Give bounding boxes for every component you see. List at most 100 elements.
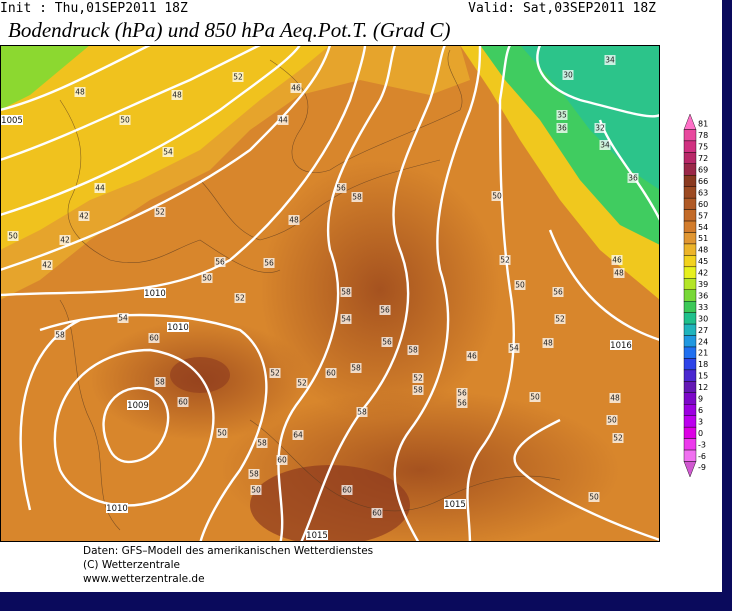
colorbar-cell xyxy=(683,461,697,478)
contour-label-bg xyxy=(508,343,520,353)
contour-label-bg xyxy=(371,508,383,518)
contour-label: 50 xyxy=(202,274,212,283)
contour-label-bg xyxy=(250,485,262,495)
colorbar-cell xyxy=(683,369,697,382)
contour-label-bg xyxy=(54,330,66,340)
colorbar-label: 78 xyxy=(698,131,708,140)
isobar-label-bg xyxy=(1,115,23,125)
map-title: Bodendruck (hPa) und 850 hPa Aeq.Pot.T. … xyxy=(8,18,451,42)
contour-label-bg xyxy=(556,123,568,133)
contour-label: 52 xyxy=(270,369,280,378)
contour-label-bg xyxy=(256,438,268,448)
contour-label: 46 xyxy=(467,352,477,361)
contour-label: 60 xyxy=(372,509,382,518)
colorbar-label: 60 xyxy=(698,200,708,209)
contour-label: 52 xyxy=(235,294,245,303)
colorbar-cell xyxy=(683,220,697,233)
contour-label-bg xyxy=(456,398,468,408)
contour-label: 36 xyxy=(628,174,638,183)
contour-label-bg xyxy=(74,87,86,97)
contour-label-bg xyxy=(627,173,639,183)
contour-label-bg xyxy=(350,363,362,373)
contour-label: 35 xyxy=(557,111,567,120)
isobar-label: 1009 xyxy=(127,401,149,411)
contour-label-bg xyxy=(556,110,568,120)
contour-label: 56 xyxy=(382,338,392,347)
contour-label: 58 xyxy=(351,364,361,373)
colorbar-label: 39 xyxy=(698,280,708,289)
isobar-label-bg xyxy=(106,503,128,513)
contour-label-bg xyxy=(613,268,625,278)
contour-label: 58 xyxy=(249,470,259,479)
isobar-label: 1016 xyxy=(610,341,632,351)
warm-core xyxy=(260,160,500,420)
init-time: Init : Thu,01SEP2011 18Z xyxy=(0,1,188,16)
colorbar-label: 72 xyxy=(698,154,708,163)
contour-label: 58 xyxy=(408,346,418,355)
isobar-label-bg xyxy=(167,322,189,332)
colorbar-cell xyxy=(683,415,697,428)
colorbar-label: 42 xyxy=(698,269,708,278)
isobar-label-bg xyxy=(127,400,149,410)
colorbar-label: 57 xyxy=(698,211,708,220)
contour-label-bg xyxy=(248,469,260,479)
contour-label-bg xyxy=(214,257,226,267)
contour-label: 50 xyxy=(607,416,617,425)
contour-label-bg xyxy=(263,258,275,268)
colorbar-cell xyxy=(683,278,697,290)
contour-label: 48 xyxy=(289,216,299,225)
contour-label-bg xyxy=(529,392,541,402)
contour-label: 58 xyxy=(55,331,65,340)
contour-label-bg xyxy=(154,207,166,217)
colorbar-cell xyxy=(683,140,697,153)
contour-label-bg xyxy=(325,368,337,378)
contour-label-bg xyxy=(276,455,288,465)
colorbar-label: 48 xyxy=(698,246,708,255)
contour-label-bg xyxy=(148,333,160,343)
contour-label-bg xyxy=(552,287,564,297)
map-area: 1005 1010 1010 1009 1010 1015 1015 1016 48 48 52 46… xyxy=(0,45,660,542)
valid-time: Valid: Sat,03SEP2011 18Z xyxy=(468,1,656,16)
colorbar-cell xyxy=(683,426,697,439)
contour-label-bg xyxy=(491,191,503,201)
isobars xyxy=(0,45,660,542)
colorbar-label: 51 xyxy=(698,234,708,243)
contour-label-bg xyxy=(117,313,129,323)
contour-label: 50 xyxy=(251,486,261,495)
contour-label: 60 xyxy=(149,334,159,343)
colorbar-cell xyxy=(683,392,697,405)
contour-label: 48 xyxy=(614,269,624,278)
colorbar-label: 33 xyxy=(698,303,708,312)
footer-line: www.wetterzentrale.de xyxy=(83,573,205,585)
contour-label-bg xyxy=(606,415,618,425)
contour-label: 50 xyxy=(120,116,130,125)
colorbar-cell xyxy=(683,289,697,302)
weather-map-figure: Init : Thu,01SEP2011 18Z Valid: Sat,03SE… xyxy=(0,1,708,585)
isobar-label: 1015 xyxy=(306,531,328,541)
contour-label-bg xyxy=(604,55,616,65)
colorbar-label: 9 xyxy=(698,395,703,404)
contour-label: 30 xyxy=(563,71,573,80)
contour-label-bg xyxy=(612,433,624,443)
contour-label: 34 xyxy=(600,141,610,150)
contour-label-bg xyxy=(296,378,308,388)
contour-label: 54 xyxy=(509,344,519,353)
contour-label-bg xyxy=(356,407,368,417)
contour-label: 56 xyxy=(553,288,563,297)
contour-label-bg xyxy=(201,273,213,283)
colorbar-cell xyxy=(683,438,697,451)
contour-label: 48 xyxy=(610,394,620,403)
contour-label: 56 xyxy=(457,399,467,408)
contour-label: 52 xyxy=(297,379,307,388)
colorbar-cell xyxy=(683,312,697,325)
contour-label: 52 xyxy=(413,374,423,383)
colorbar-label: 15 xyxy=(698,372,708,381)
colorbar-label: 21 xyxy=(698,349,708,358)
colorbar-label: 6 xyxy=(698,406,703,415)
colorbar-label: 36 xyxy=(698,291,708,300)
contour-label: 50 xyxy=(515,281,525,290)
footer-line: (C) Wetterzentrale xyxy=(83,559,180,571)
isobar-label: 1010 xyxy=(167,323,189,333)
contour-label: 48 xyxy=(543,339,553,348)
colorbar-label: 81 xyxy=(698,120,708,129)
